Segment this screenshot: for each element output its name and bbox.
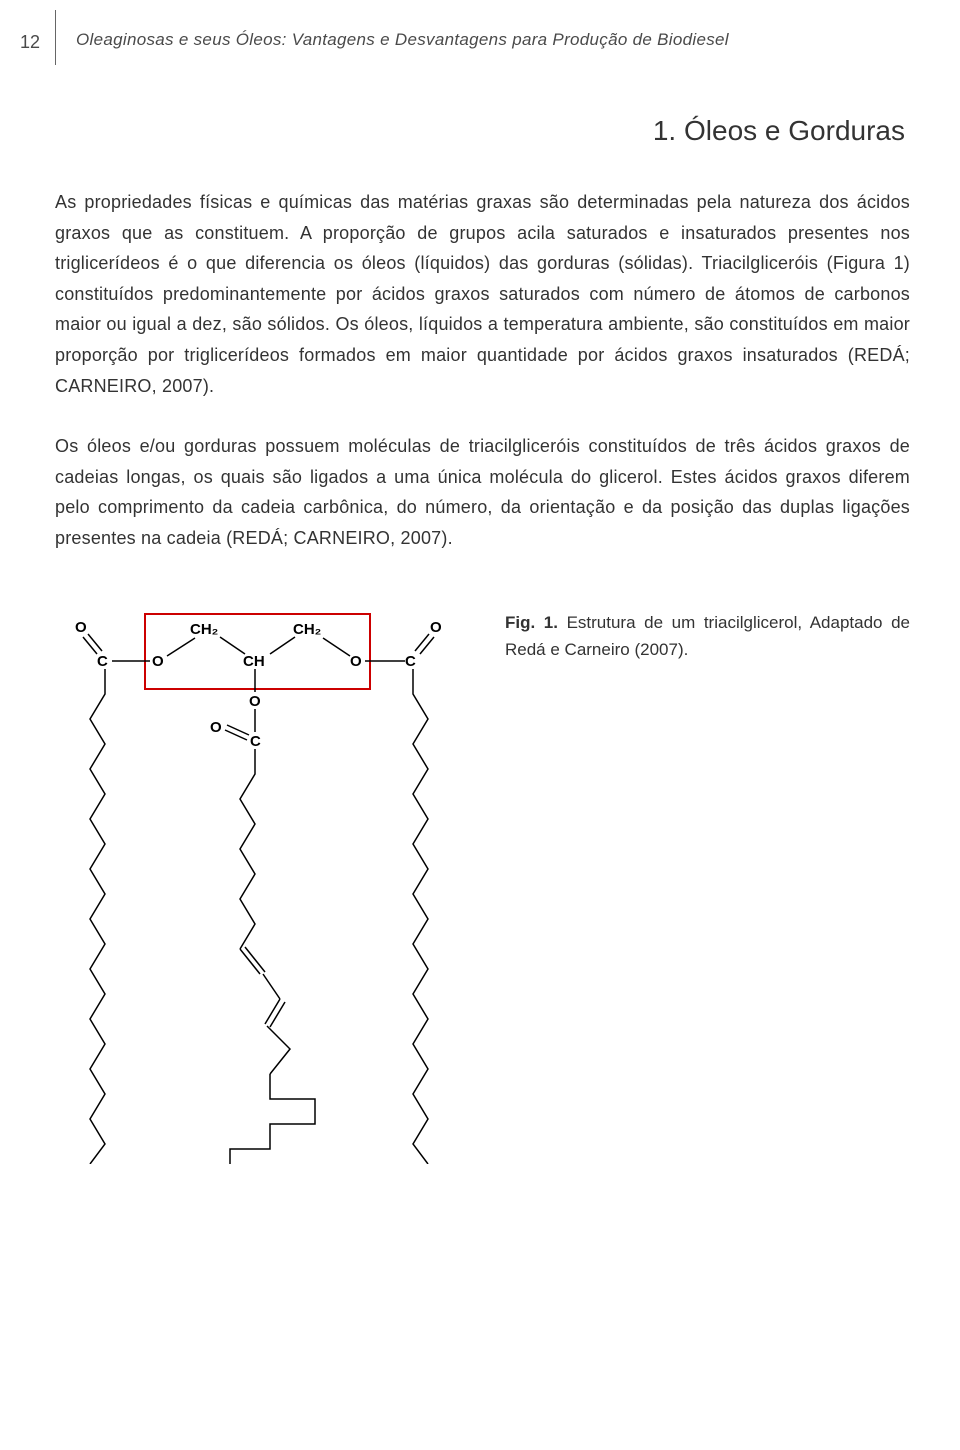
atom-C-right: C bbox=[405, 653, 416, 670]
figure-container: O C O CH₂ CH CH₂ O C O bbox=[55, 604, 455, 1164]
fatty-chain-right bbox=[413, 669, 428, 1164]
header-divider bbox=[55, 10, 56, 65]
atom-CH2-left: CH₂ bbox=[190, 621, 218, 638]
section-name: Óleos e Gorduras bbox=[684, 115, 905, 146]
atom-O-left: O bbox=[75, 619, 87, 636]
paragraph-2: Os óleos e/ou gorduras possuem moléculas… bbox=[20, 431, 910, 553]
fatty-chain-center-top bbox=[240, 749, 255, 949]
paragraph-1: As propriedades físicas e químicas das m… bbox=[20, 187, 910, 401]
section-number: 1. bbox=[653, 115, 676, 146]
atom-CH2-right: CH₂ bbox=[293, 621, 321, 638]
atom-CH: CH bbox=[243, 653, 265, 670]
page-header: 12 Oleaginosas e seus Óleos: Vantagens e… bbox=[20, 30, 910, 65]
atom-O-right: O bbox=[430, 619, 442, 636]
atom-O-link-right: O bbox=[350, 653, 362, 670]
fatty-chain-left bbox=[90, 669, 105, 1164]
figure-caption-text: Estrutura de um triacilglicerol, Adaptad… bbox=[505, 613, 910, 659]
section-title: 1. Óleos e Gorduras bbox=[20, 115, 905, 147]
atom-O-dbl-center: O bbox=[210, 719, 222, 736]
running-title: Oleaginosas e seus Óleos: Vantagens e De… bbox=[76, 30, 729, 50]
fatty-chain-center-tail bbox=[230, 1074, 315, 1164]
atom-C-left: C bbox=[97, 653, 108, 670]
figure-row: O C O CH₂ CH CH₂ O C O bbox=[20, 604, 910, 1164]
atom-C-center: C bbox=[250, 733, 261, 750]
atom-O-center: O bbox=[249, 693, 261, 710]
triacylglycerol-structure: O C O CH₂ CH CH₂ O C O bbox=[55, 604, 455, 1164]
page-number: 12 bbox=[20, 30, 40, 53]
figure-label: Fig. 1. bbox=[505, 613, 558, 632]
atom-O-link-left: O bbox=[152, 653, 164, 670]
figure-caption: Fig. 1. Estrutura de um triacilglicerol,… bbox=[505, 604, 910, 1164]
glycerol-box bbox=[145, 614, 370, 689]
